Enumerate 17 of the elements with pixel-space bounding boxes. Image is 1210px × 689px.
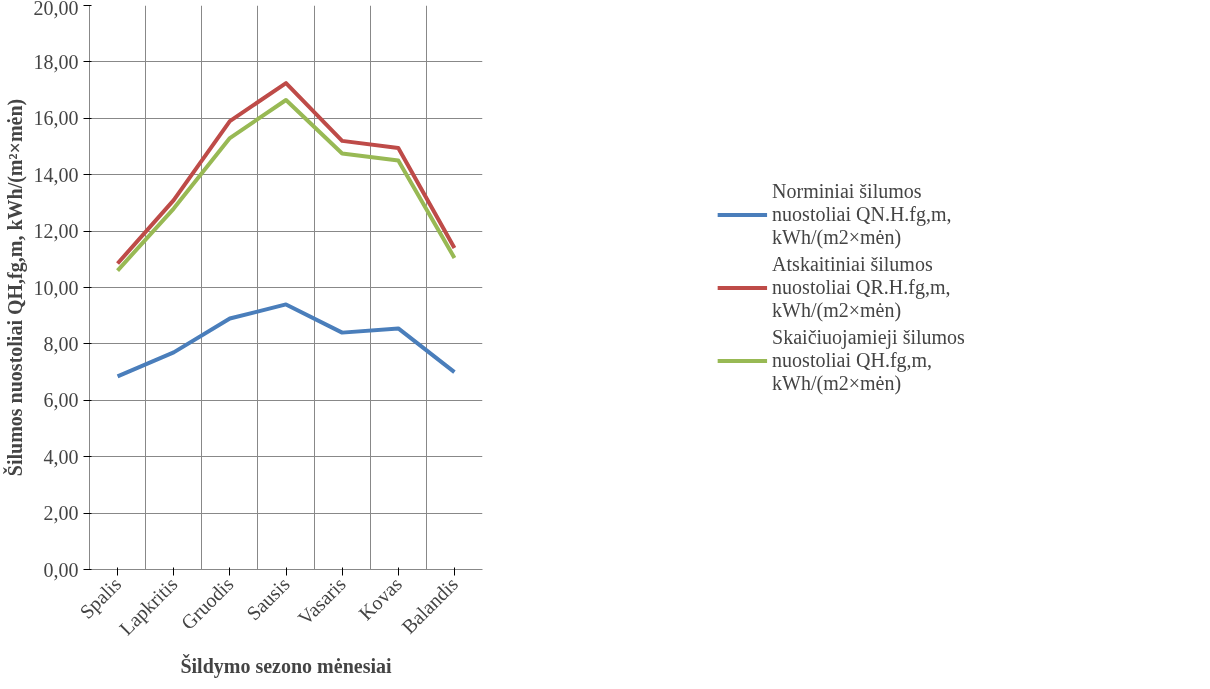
y-tick-label: 4,00 (43, 445, 79, 468)
y-axis-title: Šilumos nuostoliai QH,fg,m, kWh/(m²×mėn) (2, 98, 27, 477)
y-tick-label: 10,00 (33, 276, 79, 299)
legend-label: Norminiai šilumos nuostoliai QN.H.fg,m, kWh/(m2×mėn) (772, 179, 952, 249)
y-tick-label: 14,00 (33, 163, 79, 186)
y-tick-label: 20,00 (33, 0, 79, 19)
y-tick-label: 16,00 (33, 107, 79, 130)
y-tick-label: 0,00 (43, 558, 79, 581)
y-tick-label: 12,00 (33, 220, 79, 243)
legend-label: Atskaitiniai šilumos nuostoliai QR.H.fg,m, kWh/(m2×mėn) (772, 252, 951, 322)
line-series (115, 302, 457, 379)
x-axis-title: Šildymo sezono mėnesiai (180, 654, 392, 679)
y-tick-label: 2,00 (43, 502, 79, 525)
y-tick-label: 6,00 (43, 389, 79, 412)
legend-label: Skaičiuojamieji šilumos nuostoliai QH.fg,m, kWh/(m2×mėn) (772, 325, 965, 395)
y-tick-label: 18,00 (33, 50, 79, 73)
y-tick-label: 8,00 (43, 332, 79, 355)
